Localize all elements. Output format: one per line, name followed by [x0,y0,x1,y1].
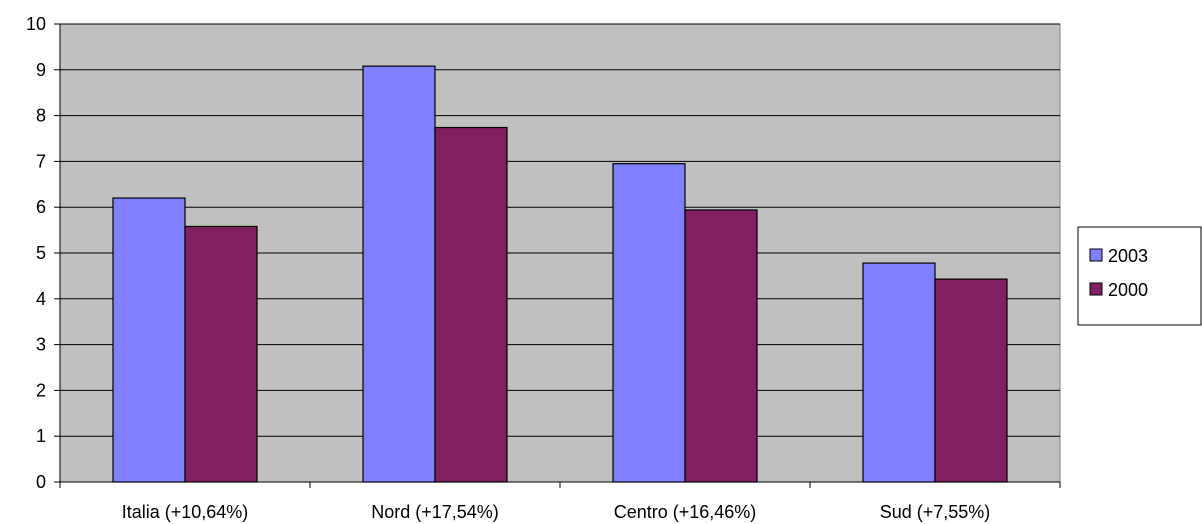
x-axis-ticks: Italia (+10,64%) Nord (+17,54%) Centro (+1… [59,482,1061,522]
bar-2000-2 [684,209,758,483]
legend-swatch-2000 [1089,282,1103,296]
x-tick-label: Centro (+16,46%) [614,502,757,522]
legend-swatch-2003 [1089,248,1103,262]
y-tick-label: 3 [36,335,46,355]
legend-box [1077,226,1202,326]
x-tick-label: Italia (+10,64%) [122,502,249,522]
bar-2000-1 [434,126,508,483]
bar-2003-3 [862,262,936,483]
y-tick-label: 1 [36,426,46,446]
y-tick-label: 6 [36,197,46,217]
y-tick-label: 8 [36,106,46,126]
bar-2000-0 [184,225,258,483]
y-tick-label: 0 [36,472,46,492]
bar-2000-3 [934,278,1008,483]
y-tick-label: 7 [36,151,46,171]
y-tick-label: 2 [36,380,46,400]
y-axis-ticks: 0 1 2 3 4 5 6 7 8 9 10 [26,14,60,492]
x-tick-label: Sud (+7,55%) [880,502,991,522]
legend-label-2000: 2000 [1108,280,1148,300]
y-tick-label: 4 [36,289,46,309]
y-tick-label: 10 [26,14,46,34]
x-tick-label: Nord (+17,54%) [371,502,499,522]
bar-2003-2 [612,163,686,483]
bar-2003-0 [112,197,186,483]
bar-2003-1 [362,65,436,483]
legend-label-2003: 2003 [1108,246,1148,266]
y-tick-label: 9 [36,60,46,80]
y-tick-label: 5 [36,243,46,263]
legend: 2003 2000 [1077,226,1202,326]
